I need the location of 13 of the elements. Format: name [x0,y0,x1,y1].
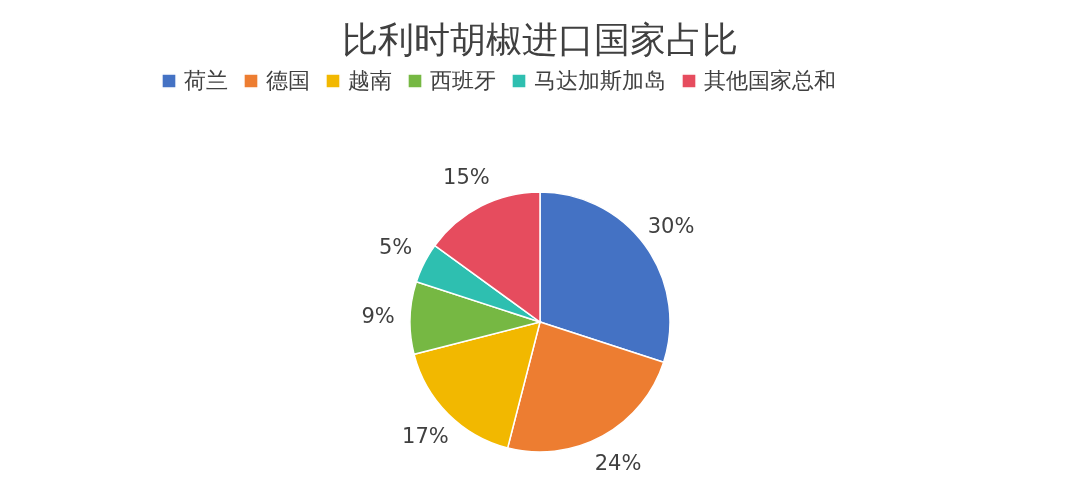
data-label: 9% [361,303,395,328]
legend-label: 越南 [348,68,392,93]
legend-label: 其他国家总和 [704,68,836,93]
chart-title: 比利时胡椒进口国家占比 [342,19,738,60]
legend-label: 马达加斯加岛 [534,68,666,93]
data-label: 5% [378,235,413,260]
data-label: 24% [594,450,642,475]
data-label: 15% [443,164,490,189]
legend-label: 西班牙 [430,68,496,93]
legend-label: 荷兰 [184,68,228,93]
data-label: 17% [402,423,449,448]
legend-label: 德国 [266,68,310,93]
data-label: 30% [647,213,695,238]
